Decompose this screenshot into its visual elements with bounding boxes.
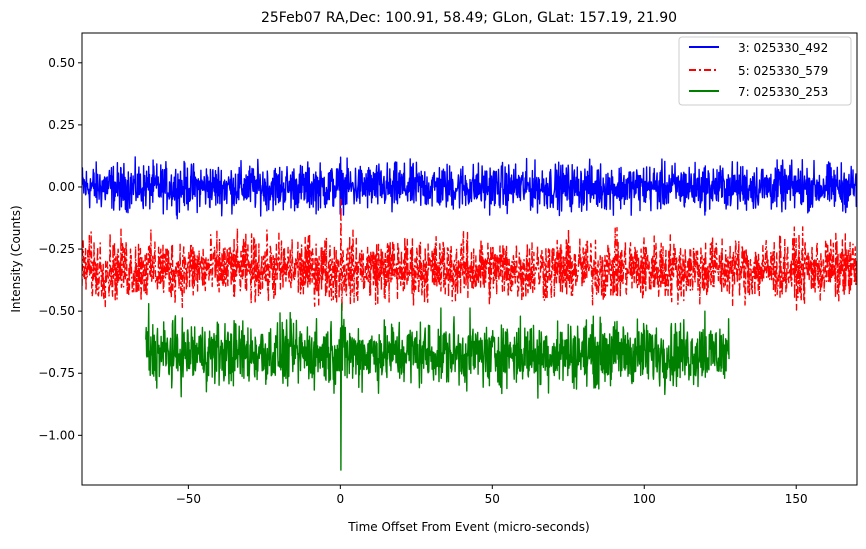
legend: 3: 025330_492 5: 025330_579 7: 025330_25… — [678, 36, 852, 106]
y-axis-ticks: 0.50 0.25 0.00 −0.25 −0.50 −0.75 −1.00 — [38, 56, 82, 442]
series-line-3 — [145, 303, 730, 471]
plot-frame — [81, 32, 858, 486]
x-axis-ticks: −50 0 50 100 150 — [176, 485, 808, 506]
x-tick-label: 0 — [337, 492, 345, 506]
y-axis-label: Intensity (Counts) — [9, 205, 23, 312]
x-tick-label: 100 — [633, 492, 656, 506]
y-tick-label: −0.50 — [38, 304, 75, 318]
series-line-2 — [82, 198, 857, 312]
y-tick-label: 0.25 — [48, 118, 75, 132]
x-tick-label: 50 — [485, 492, 500, 506]
chart-title: 25Feb07 RA,Dec: 100.91, 58.49; GLon, GLa… — [261, 10, 677, 26]
legend-label-series-1: 3: 025330_492 — [738, 41, 828, 55]
series-line-1 — [82, 156, 857, 220]
y-tick-label: −0.75 — [38, 366, 75, 380]
x-tick-label: −50 — [176, 492, 201, 506]
y-tick-label: 0.00 — [48, 180, 75, 194]
legend-label-series-2: 5: 025330_579 — [738, 64, 828, 78]
y-tick-label: −1.00 — [38, 428, 75, 442]
y-tick-label: 0.50 — [48, 56, 75, 70]
legend-box — [678, 36, 852, 106]
legend-label-series-3: 7: 025330_253 — [738, 85, 828, 99]
x-tick-label: 150 — [785, 492, 808, 506]
x-axis-label: Time Offset From Event (micro-seconds) — [347, 520, 589, 534]
y-tick-label: −0.25 — [38, 242, 75, 256]
series-layer — [82, 156, 857, 471]
